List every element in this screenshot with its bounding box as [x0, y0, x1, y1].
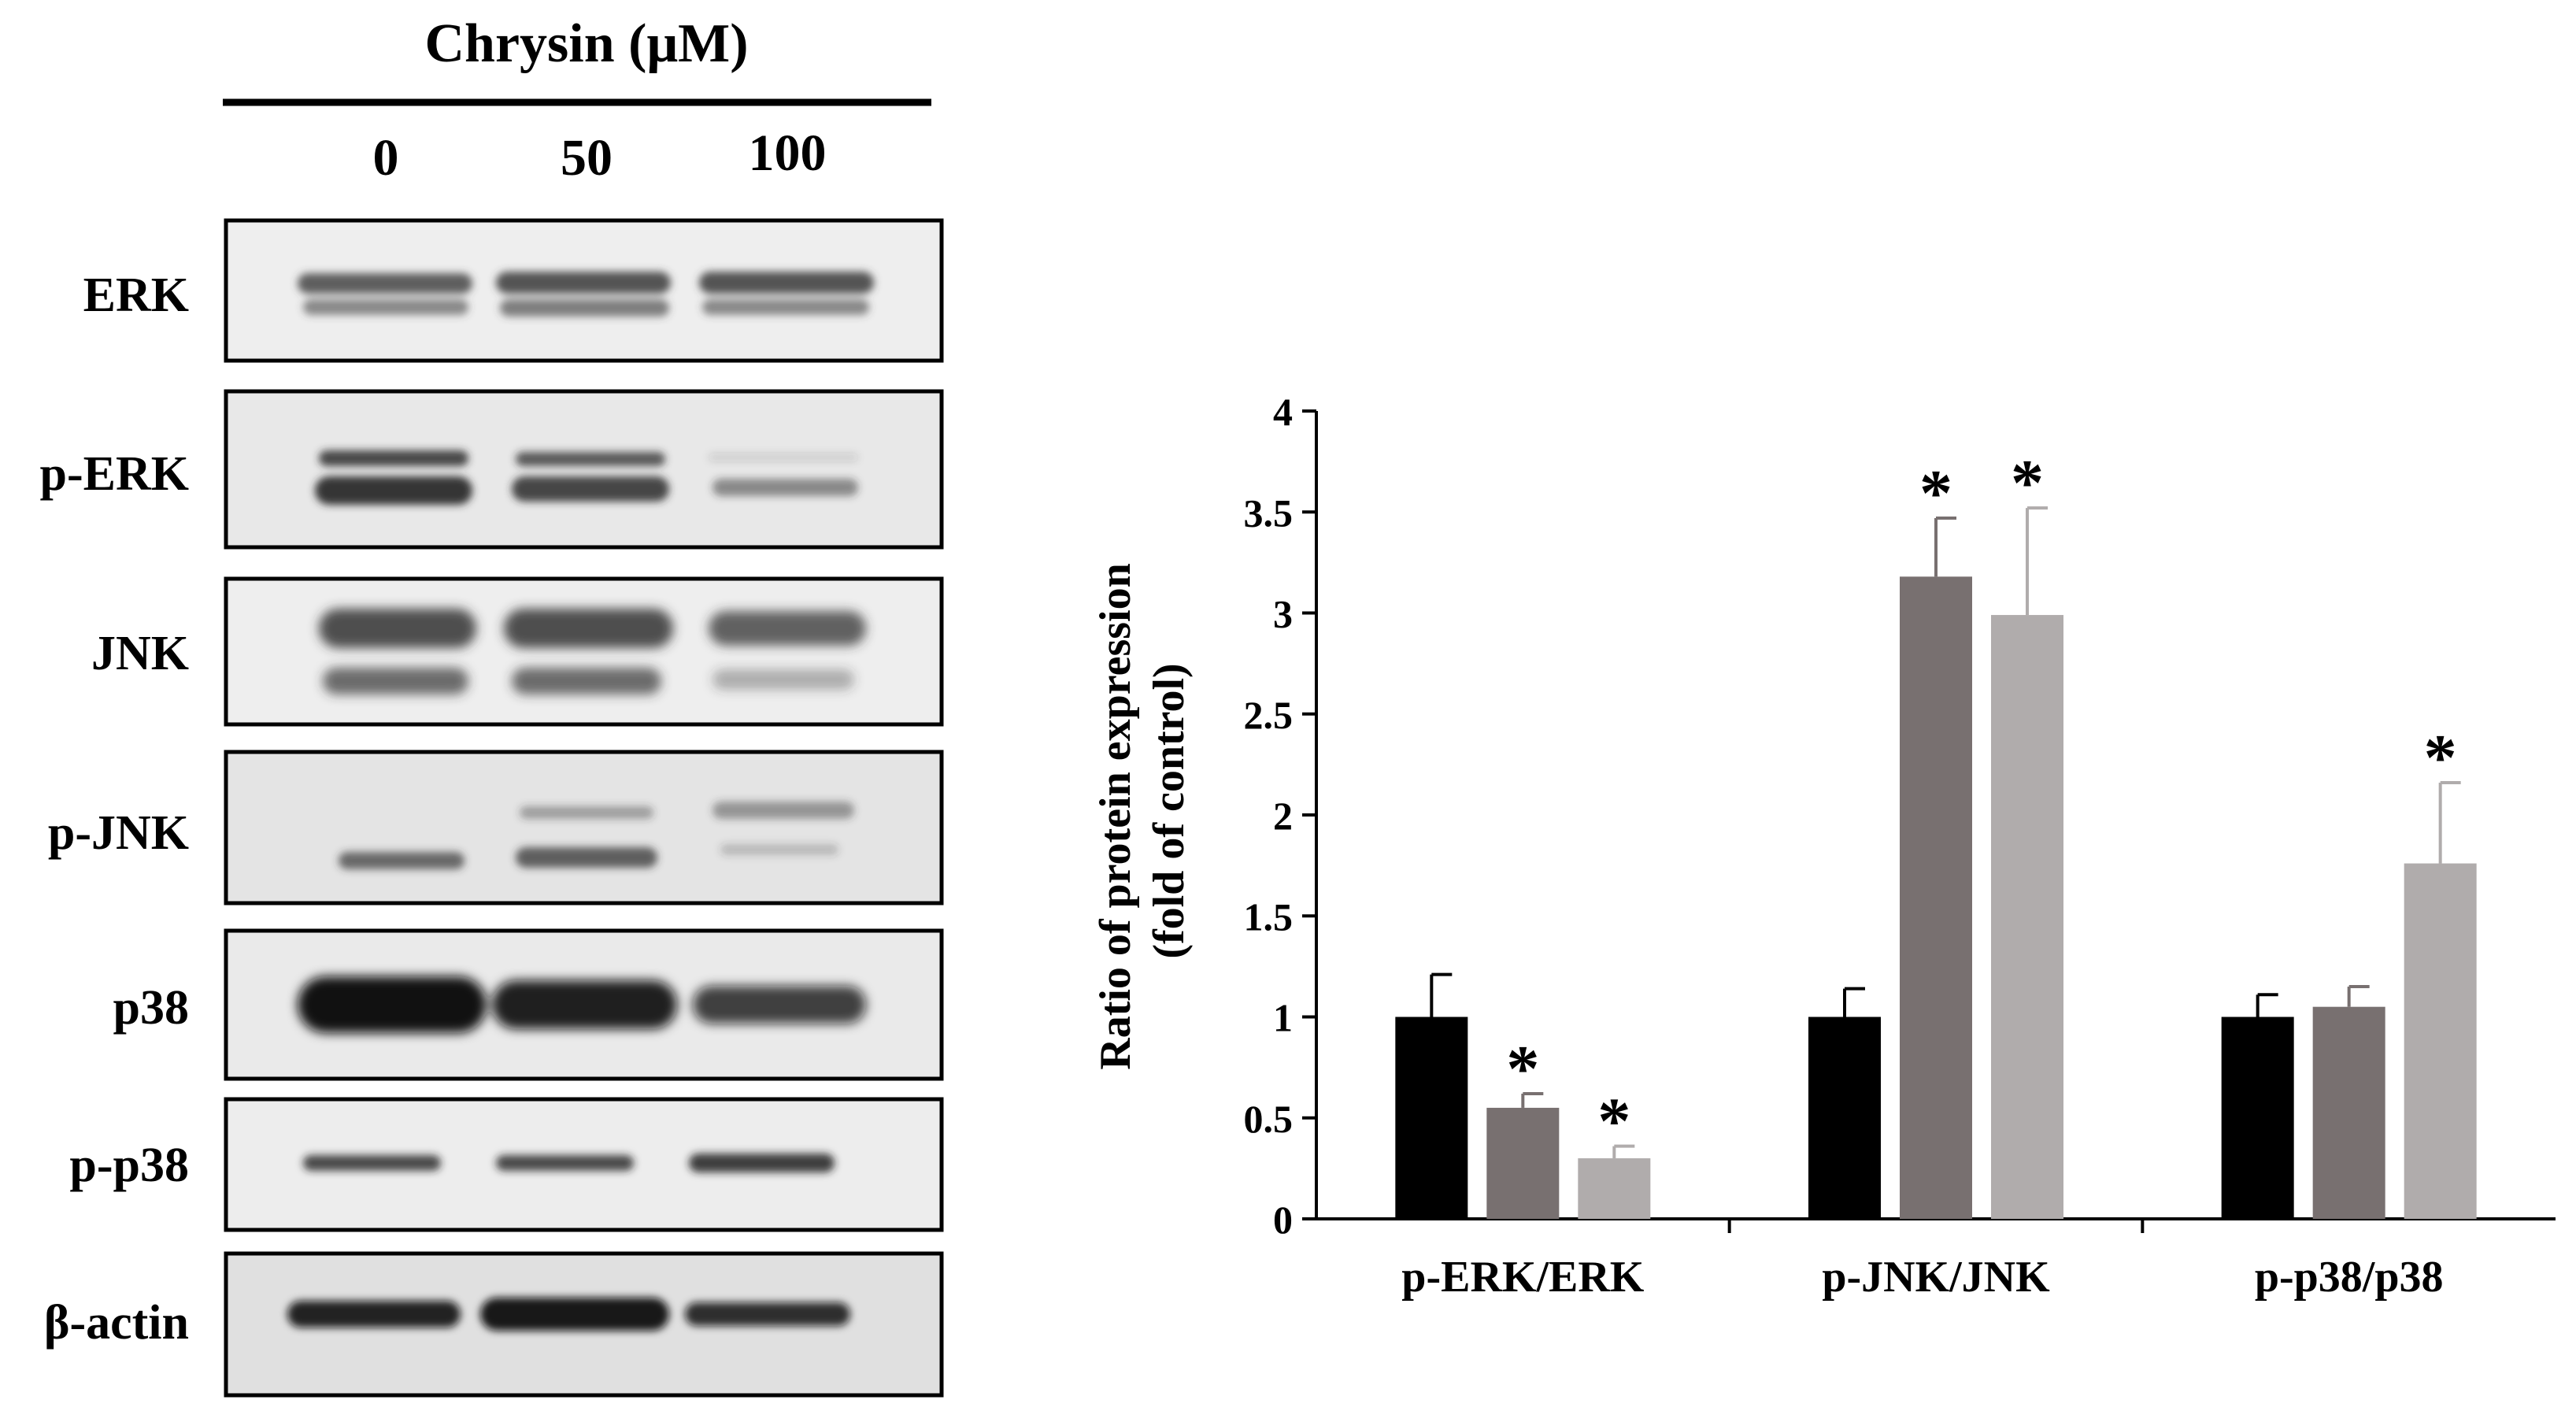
- bar: [1900, 576, 1972, 1219]
- bar: [1808, 1017, 1881, 1219]
- x-category-label: p-JNK/JNK: [1822, 1253, 2050, 1302]
- x-category-label: p-p38/p38: [2255, 1253, 2444, 1302]
- bar: [1578, 1158, 1651, 1219]
- y-tick-label: 3.5: [1244, 491, 1294, 535]
- blot-strip-p-erk: [224, 389, 944, 550]
- blot-strip-beta-actin: [224, 1251, 944, 1398]
- bar: [2312, 1006, 2385, 1219]
- dose-label-0: 0: [373, 129, 399, 187]
- blot-strip-p-p38: [224, 1097, 944, 1232]
- blot-row-label-p-erk: p-ERK: [40, 447, 189, 501]
- y-tick-label: 1: [1273, 996, 1293, 1040]
- y-tick-label: 3: [1273, 592, 1293, 636]
- dose-label-100: 100: [749, 124, 827, 182]
- blot-strip-p-jnk: [224, 750, 944, 905]
- bar: [1395, 1017, 1468, 1219]
- x-category-label: p-ERK/ERK: [1401, 1253, 1644, 1302]
- dose-label-50: 50: [561, 129, 613, 187]
- y-axis-label-line-2: (fold of control): [1145, 663, 1194, 958]
- significance-marker: *: [1597, 1085, 1630, 1158]
- blot-row-label-jnk: JNK: [91, 627, 189, 680]
- blot-strip-jnk: [224, 576, 944, 727]
- y-tick-label: 0: [1273, 1198, 1293, 1242]
- blot-row-label-erk: ERK: [83, 268, 189, 322]
- y-tick-label: 1.5: [1244, 894, 1294, 939]
- bar-chart: Ratio of protein expression (fold of con…: [1091, 390, 2556, 1302]
- blot-strip-erk: [224, 218, 944, 363]
- bar: [1991, 615, 2063, 1219]
- bar: [2404, 863, 2477, 1219]
- blot-strip-p38: [224, 928, 944, 1081]
- y-axis-label-line-1: Ratio of protein expression: [1091, 563, 1140, 1069]
- significance-marker: *: [1919, 457, 1952, 530]
- blot-row-label-p-jnk: p-JNK: [48, 806, 189, 860]
- y-tick-label: 0.5: [1244, 1097, 1294, 1141]
- y-tick-label: 4: [1273, 390, 1293, 434]
- y-tick-label: 2.5: [1244, 693, 1294, 737]
- blot-row-label-p38: p38: [113, 981, 189, 1035]
- bar: [2221, 1017, 2294, 1219]
- bar: [1486, 1107, 1560, 1219]
- chart-plot-area: 0 0.5 1 1.5 2 2.5 3 3.5 4 p-ERK/ERK * * p-JNK/JNK * * p…: [1244, 390, 2556, 1302]
- y-axis-label: Ratio of protein expression (fold of con…: [1091, 552, 1194, 1069]
- significance-marker: *: [1506, 1032, 1539, 1105]
- blot-row-label-p-p38: p-p38: [69, 1139, 189, 1192]
- significance-marker: *: [2424, 721, 2457, 794]
- blot-row-label-beta-actin: β-actin: [44, 1296, 189, 1350]
- significance-marker: *: [2011, 446, 2044, 520]
- y-tick-label: 2: [1273, 794, 1293, 838]
- western-blot-panel: Chrysin (μM) 0 50 100 ERK p-ERK JNK: [40, 13, 944, 1398]
- treatment-label: Chrysin (μM): [424, 13, 748, 74]
